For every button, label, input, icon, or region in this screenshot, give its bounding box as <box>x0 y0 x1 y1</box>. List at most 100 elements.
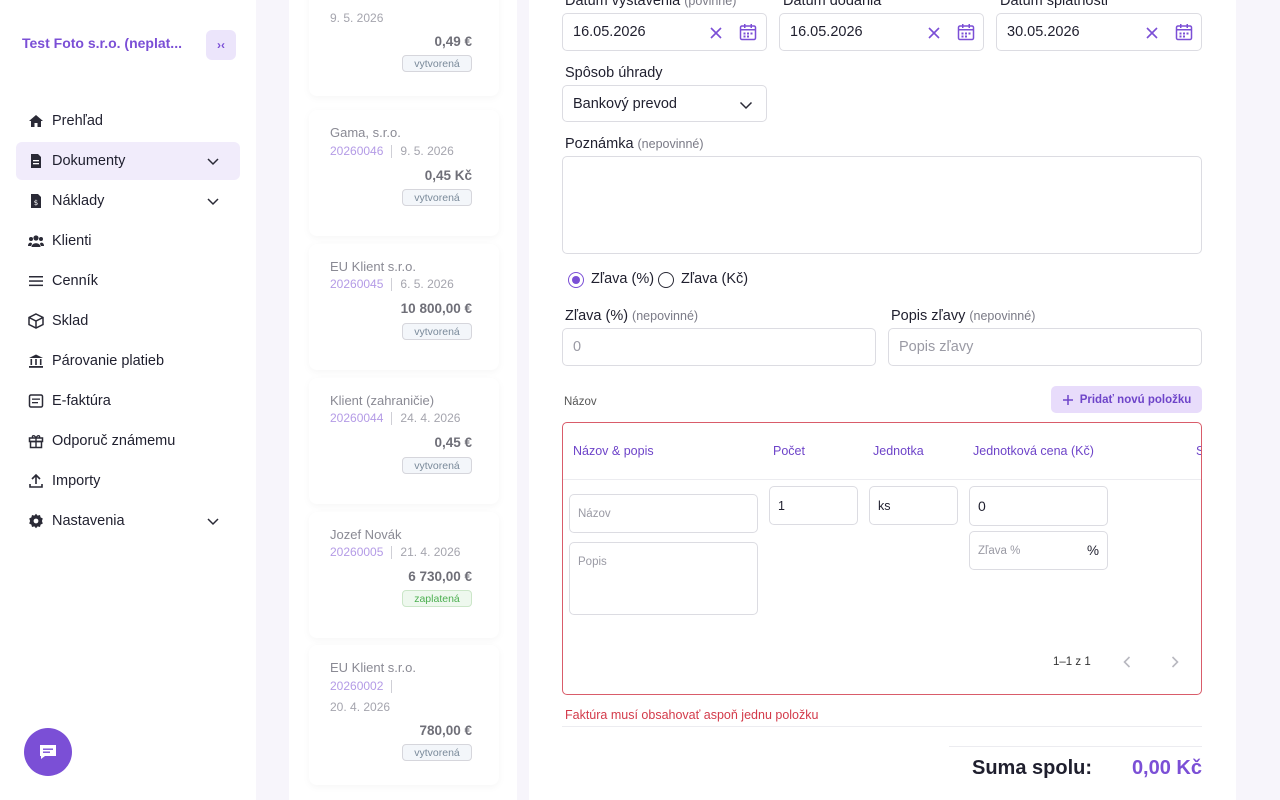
item-quantity-input[interactable]: 1 <box>769 486 858 525</box>
nav-item-importy[interactable]: Importy <box>16 462 240 500</box>
nav-item-sklad[interactable]: Sklad <box>16 302 240 340</box>
invoice-form: Dátum vystavenia (povinné) Dátum dodania … <box>529 0 1236 800</box>
document-number: 20260045 <box>330 277 384 291</box>
discount-percent-radio[interactable] <box>568 272 584 288</box>
total-value: 0,00 Kč <box>1131 757 1202 779</box>
add-item-label: Pridať novú položku <box>1079 393 1192 406</box>
nav-label: Klienti <box>52 233 92 249</box>
column-header: Názov & popis <box>573 444 654 458</box>
item-unit-input[interactable]: ks <box>869 486 958 525</box>
document-amount: 0,49 € <box>434 34 472 49</box>
item-description-input[interactable]: Popis <box>569 542 758 615</box>
issue-date-value: 16.05.2026 <box>573 24 646 40</box>
calendar-icon[interactable] <box>957 23 975 41</box>
document-amount: 0,45 € <box>434 435 472 450</box>
total-label: Suma spolu: <box>972 757 1093 779</box>
bank-icon <box>28 353 44 369</box>
document-card[interactable]: EU Klient s.r.o. 20260002 20. 4. 2026 78… <box>309 645 499 785</box>
document-card[interactable]: Klient (zahraničie) 20260044 24. 4. 2026 … <box>309 378 499 504</box>
nav-label: Párovanie platieb <box>52 353 165 369</box>
document-card[interactable]: Gama, s.r.o. 20260046 9. 5. 2026 0,45 Kč … <box>309 110 499 236</box>
nav-item-prehlad[interactable]: Prehľad <box>16 102 240 140</box>
discount-percent-label[interactable]: Zľava (%) <box>591 271 655 287</box>
document-meta: 20260002 <box>330 679 400 694</box>
nav-item-cennik[interactable]: Cenník <box>16 262 240 300</box>
issue-date-field[interactable]: 16.05.2026 <box>562 13 767 51</box>
nav-label: Nastavenia <box>52 513 125 529</box>
discount-amount-radio[interactable] <box>658 272 674 288</box>
box-icon <box>28 313 44 329</box>
clear-icon[interactable] <box>927 26 941 40</box>
gear-icon <box>28 513 44 529</box>
company-name[interactable]: Test Foto s.r.o. (neplat... <box>22 35 182 51</box>
note-textarea[interactable] <box>562 156 1202 254</box>
list-icon <box>28 273 44 289</box>
discount-input[interactable]: 0 <box>562 328 876 366</box>
collapse-sidebar-button[interactable]: ›‹ <box>206 30 236 60</box>
item-price-input[interactable]: 0 <box>969 486 1108 526</box>
note-label: Poznámka (nepovinné) <box>565 136 704 152</box>
percent-suffix: % <box>1086 543 1099 558</box>
document-card[interactable]: 9. 5. 2026 0,49 € vytvorená <box>309 0 499 96</box>
document-icon <box>28 153 44 169</box>
clear-icon[interactable] <box>709 26 723 40</box>
nav-item-naklady[interactable]: $ Náklady <box>16 182 240 220</box>
nav-item-odporuc[interactable]: Odporuč známemu <box>16 422 240 460</box>
payment-value: Bankový prevod <box>573 95 677 112</box>
discount-desc-label: Popis zľavy (nepovinné) <box>891 308 1036 324</box>
calendar-icon[interactable] <box>1175 23 1193 41</box>
status-badge: vytvorená <box>402 457 472 474</box>
nav-label: Prehľad <box>52 113 103 129</box>
upload-icon <box>28 473 44 489</box>
document-card[interactable]: EU Klient s.r.o. 20260045 6. 5. 2026 10 8… <box>309 244 499 370</box>
discount-amount-label[interactable]: Zľava (Kč) <box>681 271 749 287</box>
document-card[interactable]: Jozef Novák 20260005 21. 4. 2026 6 730,00… <box>309 512 499 638</box>
due-date-field[interactable]: 30.05.2026 <box>996 13 1202 51</box>
add-item-button[interactable]: Pridať novú položku <box>1051 386 1202 413</box>
svg-text:$: $ <box>34 199 38 207</box>
document-date: 9. 5. 2026 <box>330 11 384 25</box>
status-badge: zaplatená <box>402 590 472 607</box>
clear-icon[interactable] <box>1145 26 1159 40</box>
nav-item-efaktura[interactable]: E-faktúra <box>16 382 240 420</box>
home-icon <box>28 113 44 129</box>
items-label: Názov <box>564 396 597 408</box>
chevron-down-icon[interactable] <box>206 194 220 208</box>
document-number: 20260005 <box>330 545 384 559</box>
nav-item-parovanie[interactable]: Párovanie platieb <box>16 342 240 380</box>
item-discount-input[interactable]: Zľava % % <box>969 531 1108 570</box>
document-amount: 780,00 € <box>419 723 472 738</box>
calendar-icon[interactable] <box>739 23 757 41</box>
nav-item-klienti[interactable]: Klienti <box>16 222 240 260</box>
document-date: 20. 4. 2026 <box>330 700 391 714</box>
chevron-down-icon[interactable] <box>206 514 220 528</box>
chat-button[interactable] <box>24 728 72 776</box>
chevron-down-icon[interactable] <box>206 154 220 168</box>
document-meta: 20260046 9. 5. 2026 <box>330 144 454 159</box>
nav-label: Sklad <box>52 313 89 329</box>
item-name-input[interactable]: Názov <box>569 494 758 533</box>
document-meta: 20260045 6. 5. 2026 <box>330 277 454 292</box>
column-header: Jednotka <box>873 444 924 458</box>
document-client: EU Klient s.r.o. <box>330 660 416 675</box>
receipt-icon: $ <box>28 193 44 209</box>
nav-label: E-faktúra <box>52 393 111 409</box>
due-date-value: 30.05.2026 <box>1007 24 1080 40</box>
delivery-date-field[interactable]: 16.05.2026 <box>779 13 984 51</box>
status-badge: vytvorená <box>402 189 472 206</box>
discount-desc-input[interactable]: Popis zľavy <box>888 328 1202 366</box>
divider <box>949 746 1202 747</box>
nav-item-nastavenia[interactable]: Nastavenia <box>16 502 240 540</box>
main-nav: Prehľad Dokumenty $ Náklady Klienti Cenn… <box>16 102 240 542</box>
chevron-left-icon[interactable] <box>1120 655 1134 669</box>
payment-select[interactable]: Bankový prevod <box>562 85 767 122</box>
document-number: 20260002 <box>330 679 384 693</box>
payment-label: Spôsob úhrady <box>565 65 663 81</box>
chevron-right-icon[interactable] <box>1168 655 1182 669</box>
document-date: 9. 5. 2026 <box>400 144 454 158</box>
nav-item-dokumenty[interactable]: Dokumenty <box>16 142 240 180</box>
document-date: 21. 4. 2026 <box>400 545 461 559</box>
chevron-down-icon <box>739 101 753 110</box>
document-amount: 6 730,00 € <box>408 569 472 584</box>
discount-label: Zľava (%) (nepovinné) <box>565 308 699 324</box>
